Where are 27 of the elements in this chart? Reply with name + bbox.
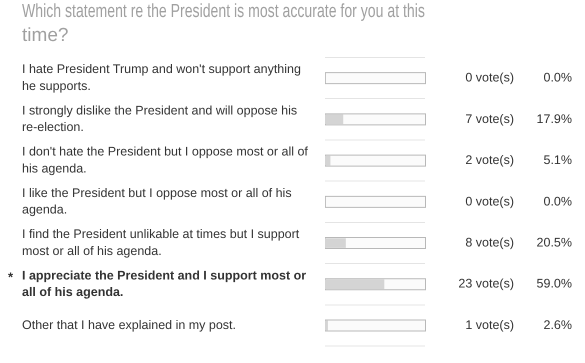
data-label: 17.9% [536,112,572,126]
data-label: 20.5% [536,236,572,250]
text: 2 vote(s) [465,153,514,168]
text: 7 vote(s) [465,112,514,126]
y-tick-label: I strongly dislike the President and will oppose his re-election. [22,103,298,134]
data-label: 59.0% [536,276,572,291]
data-label: 5.1% [544,153,572,168]
text: 0 vote(s) [465,194,514,208]
text: 0 vote(s) [465,70,514,85]
y-tick-label: I find the President unlikable at times but I support most or all of his agenda. [22,227,300,258]
bar [325,114,344,124]
bar [325,238,346,248]
y-tick-label: I like the President but I oppose most or all of his agenda. [22,186,292,217]
text: 23 vote(s) [458,276,514,291]
text: 8 vote(s) [465,236,514,250]
y-tick-label: I appreciate the President and I support most or all of his agenda. [22,268,306,300]
data-label: 0.0% [544,194,572,208]
y-tick-label: I don't hate the President but I oppose most or all of his agenda. [22,144,308,176]
text: 1 vote(s) [465,318,514,332]
y-tick-label: I hate President Trump and won't support anything he supports. [22,62,301,94]
data-label: 0.0% [544,70,572,85]
y-tick-label: Other that I have explained in my post. [22,318,236,332]
data-label: 2.6% [544,318,572,332]
text: * [8,269,14,284]
chart-title: Which statement re the President is most accurate for you at this time? [22,0,425,46]
bar [325,320,328,330]
bar [325,156,330,166]
